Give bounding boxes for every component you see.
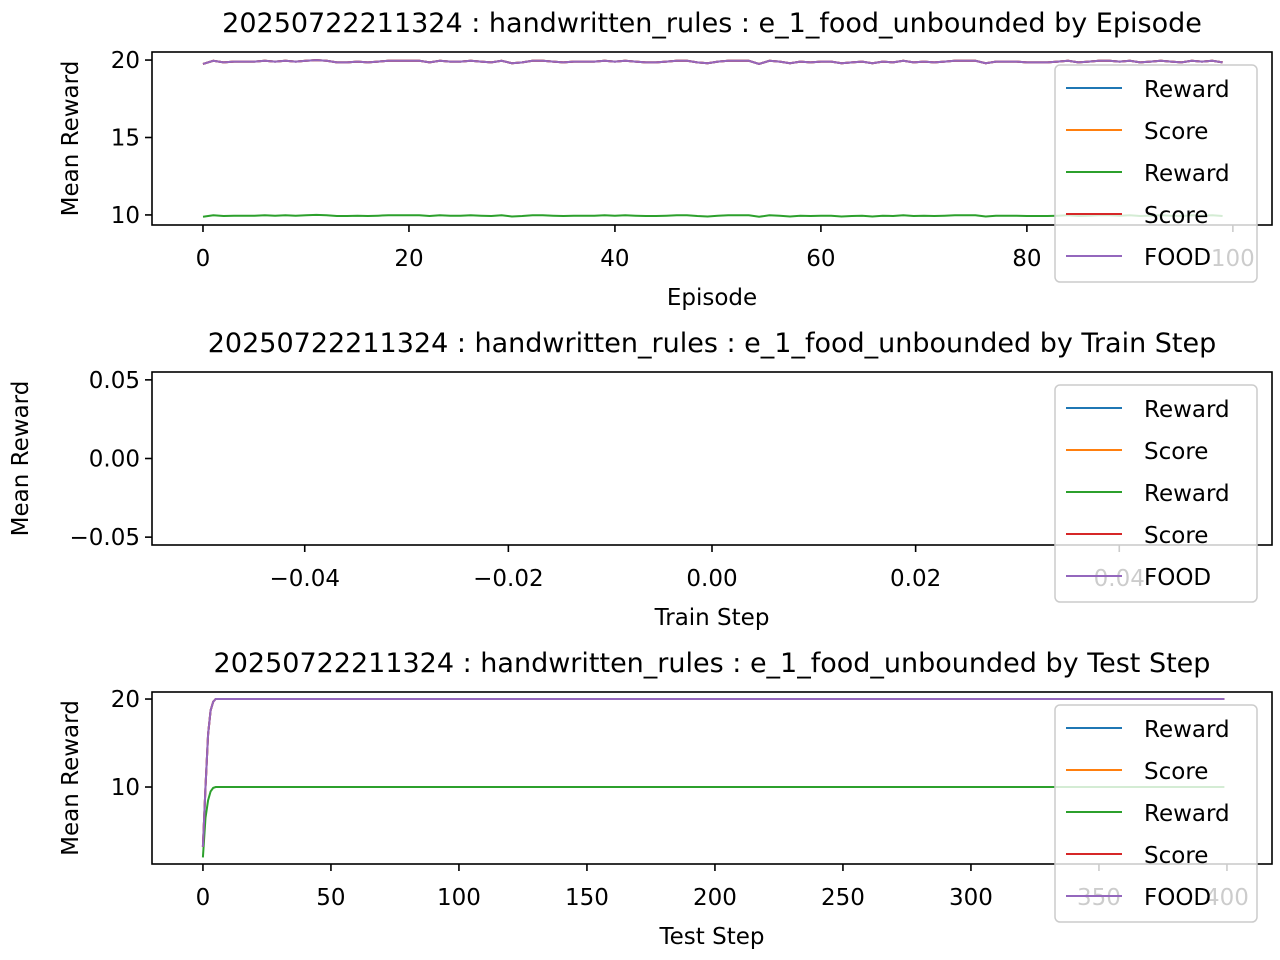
- x-axis-label: Test Step: [659, 924, 765, 950]
- legend-label: Reward: [1144, 481, 1230, 507]
- subplot-title: 20250722211324 : handwritten_rules : e_1…: [208, 328, 1217, 359]
- legend-label: Reward: [1144, 717, 1230, 743]
- y-tick-label: 10: [111, 203, 140, 229]
- y-axis-label: Mean Reward: [58, 700, 84, 856]
- x-tick-label: 250: [821, 885, 865, 911]
- legend-label: FOOD: [1144, 885, 1211, 911]
- legend-label: Score: [1144, 759, 1208, 785]
- x-tick-label: 80: [1012, 246, 1041, 272]
- x-tick-label: 300: [949, 885, 993, 911]
- legend-label: Reward: [1144, 161, 1230, 187]
- y-tick-label: 0.00: [89, 447, 140, 473]
- y-tick-label: 20: [111, 48, 140, 74]
- x-tick-label: 0: [196, 885, 211, 911]
- legend: Reward Score Reward Score FOOD: [1054, 704, 1258, 923]
- subplot-3: 0501001502002503003504001020202507222113…: [58, 648, 1273, 950]
- subplot-title: 20250722211324 : handwritten_rules : e_1…: [214, 648, 1211, 679]
- x-tick-label: 0: [196, 246, 211, 272]
- x-tick-label: 40: [600, 246, 629, 272]
- legend-label: Score: [1144, 119, 1208, 145]
- x-tick-label: 60: [806, 246, 835, 272]
- legend-label: Reward: [1144, 397, 1230, 423]
- subplot-2: −0.04−0.020.000.020.04−0.050.000.0520250…: [8, 328, 1273, 631]
- subplot-title: 20250722211324 : handwritten_rules : e_1…: [222, 8, 1202, 39]
- y-axis-label: Mean Reward: [58, 61, 84, 217]
- x-tick-label: 150: [565, 885, 609, 911]
- legend-label: Score: [1144, 439, 1208, 465]
- x-tick-label: 0.02: [890, 566, 941, 592]
- axes-frame: [151, 691, 1273, 865]
- series-line-3: [201, 786, 1225, 858]
- x-tick-label: −0.02: [473, 566, 543, 592]
- x-axis-label: Train Step: [654, 605, 770, 631]
- x-tick-label: 200: [693, 885, 737, 911]
- x-tick-label: 50: [316, 885, 345, 911]
- legend-label: FOOD: [1144, 565, 1211, 591]
- legend: Reward Score Reward Score FOOD: [1054, 64, 1258, 283]
- axes-frame: [151, 51, 1273, 226]
- y-tick-label: −0.05: [70, 525, 140, 551]
- legend-label: FOOD: [1144, 245, 1211, 271]
- legend: Reward Score Reward Score FOOD: [1054, 384, 1258, 603]
- legend-label: Score: [1144, 843, 1208, 869]
- subplot-1: 02040608010010152020250722211324 : handw…: [58, 8, 1273, 311]
- y-tick-label: 15: [111, 125, 140, 151]
- legend-label: Score: [1144, 523, 1208, 549]
- series-line-5: [202, 59, 1223, 65]
- y-tick-label: 10: [111, 775, 140, 801]
- series-line-3: [202, 213, 1223, 218]
- legend-box: [1054, 384, 1258, 603]
- y-tick-label: 20: [111, 687, 140, 713]
- y-axis-label: Mean Reward: [8, 381, 34, 537]
- x-tick-label: 20: [394, 246, 423, 272]
- x-tick-label: −0.04: [269, 566, 339, 592]
- series-line-5: [201, 698, 1225, 847]
- x-tick-label: 0.00: [686, 566, 737, 592]
- legend-label: Score: [1144, 203, 1208, 229]
- x-axis-label: Episode: [667, 285, 757, 311]
- legend-label: Reward: [1144, 77, 1230, 103]
- legend-label: Reward: [1144, 801, 1230, 827]
- legend-box: [1054, 64, 1258, 283]
- x-tick-label: 100: [437, 885, 481, 911]
- y-tick-label: 0.05: [89, 368, 140, 394]
- legend-box: [1054, 704, 1258, 923]
